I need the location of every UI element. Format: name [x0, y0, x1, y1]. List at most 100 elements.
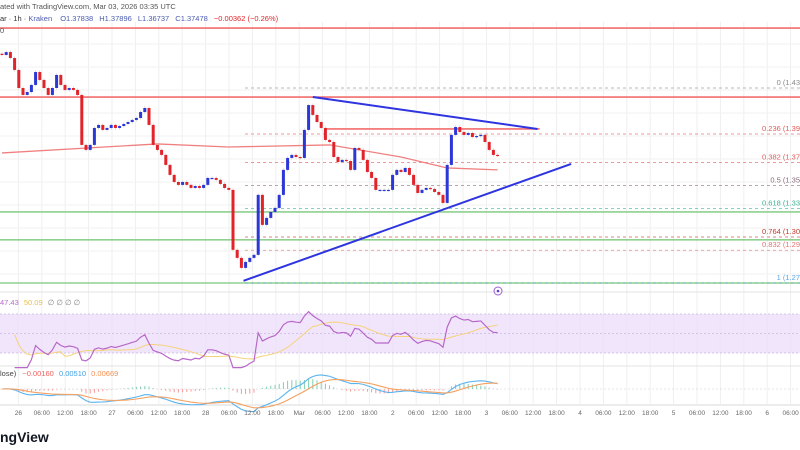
- change-value: −0.00362 (−0.26%): [214, 14, 279, 23]
- time-tick-label: 06:00: [782, 410, 799, 417]
- candle: [382, 189, 386, 192]
- time-tick-label: 28: [202, 410, 210, 417]
- time-tick-label: 18:00: [455, 410, 472, 417]
- macd-signal-value: 0.00669: [91, 369, 118, 378]
- candle: [332, 141, 336, 157]
- candle: [252, 254, 256, 258]
- candle: [206, 177, 210, 185]
- candle: [470, 132, 474, 137]
- moving-average: [1, 143, 498, 171]
- candle: [202, 184, 206, 188]
- time-tick-label: 12:00: [244, 410, 261, 417]
- time-tick-label: 06:00: [595, 410, 612, 417]
- time-tick-label: 12:00: [338, 410, 355, 417]
- candle: [42, 79, 46, 88]
- trend-line: [243, 162, 572, 282]
- candle: [34, 72, 38, 85]
- time-tick-label: 12:00: [712, 410, 729, 417]
- candle: [13, 58, 17, 70]
- candle: [227, 187, 231, 190]
- candle: [210, 177, 214, 180]
- time-tick-label: 18:00: [361, 410, 378, 417]
- candle: [466, 132, 470, 135]
- fib-level-label: 0.764 (1.30: [762, 227, 800, 236]
- rsi-value: 47.43: [0, 298, 19, 307]
- macd-signal-line: [1, 379, 498, 409]
- time-tick-label: 18:00: [268, 410, 285, 417]
- candle: [462, 131, 466, 135]
- interval[interactable]: 1h: [13, 14, 21, 23]
- time-tick-label: 3: [485, 410, 489, 417]
- alert-icon[interactable]: [493, 286, 503, 296]
- time-tick-label: 06:00: [314, 410, 331, 417]
- rsi-signal-value: 50.09: [24, 298, 43, 307]
- time-tick-label: 12:00: [431, 410, 448, 417]
- candle: [8, 52, 12, 59]
- time-tick-label: 6: [765, 410, 769, 417]
- candle: [265, 217, 269, 225]
- candle: [386, 189, 390, 192]
- candle: [445, 164, 449, 203]
- candle: [269, 211, 273, 218]
- candle: [176, 181, 180, 185]
- time-tick-label: Mar: [294, 410, 306, 417]
- candle: [80, 94, 84, 145]
- candle: [424, 187, 428, 190]
- trend-lines[interactable]: [243, 96, 572, 282]
- time-tick-label: 26: [15, 410, 23, 417]
- candle: [449, 134, 453, 165]
- candle: [307, 105, 311, 130]
- candle: [97, 124, 101, 128]
- candle: [0, 53, 4, 55]
- candle: [214, 177, 218, 180]
- candle: [231, 189, 235, 250]
- candle: [76, 89, 80, 95]
- candle: [336, 156, 340, 162]
- trend-line: [312, 96, 538, 130]
- exchange: Kraken: [28, 14, 52, 23]
- candle: [483, 134, 487, 142]
- candles: [0, 50, 500, 270]
- low-value: L1.36737: [138, 14, 169, 23]
- candle: [340, 159, 344, 162]
- candle: [475, 136, 479, 138]
- candle: [281, 169, 285, 195]
- high-value: H1.37896: [99, 14, 132, 23]
- time-tick-label: 06:00: [34, 410, 51, 417]
- time-axis[interactable]: 002606:0012:0018:002706:0012:0018:002806…: [0, 410, 799, 417]
- moving-average-line: [1, 143, 498, 171]
- candle: [172, 174, 176, 182]
- time-tick-label: 12:00: [525, 410, 542, 417]
- candle: [319, 122, 323, 128]
- fib-level-label: 0.236 (1.39: [762, 124, 800, 133]
- candle: [496, 154, 500, 157]
- candle: [134, 117, 138, 120]
- candle: [46, 88, 50, 95]
- rsi-legend: 47.43 50.09 ∅ ∅ ∅ ∅: [0, 298, 81, 307]
- candle: [235, 249, 239, 258]
- candle: [244, 261, 248, 268]
- candle: [437, 191, 441, 195]
- candle: [454, 127, 458, 135]
- candle: [403, 167, 407, 172]
- candle: [286, 157, 290, 170]
- candle: [151, 124, 155, 145]
- candle: [361, 149, 365, 160]
- time-tick-label: 12:00: [57, 410, 74, 417]
- candle: [122, 123, 126, 127]
- candle: [50, 88, 54, 95]
- candle: [487, 141, 491, 150]
- candle: [315, 114, 319, 123]
- price-levels: 0 (1.43 0.236 (1.39 0.382 (1.37 0.5 (1.35 0.…: [0, 27, 800, 284]
- candle: [4, 52, 8, 55]
- time-tick-label: 27: [108, 410, 116, 417]
- candle: [353, 147, 357, 170]
- time-tick-label: 06:00: [221, 410, 238, 417]
- candle: [357, 147, 361, 150]
- time-tick-label: 2: [391, 410, 395, 417]
- candle: [197, 185, 201, 188]
- candle: [323, 127, 327, 140]
- candle: [395, 169, 399, 175]
- candle: [399, 169, 403, 172]
